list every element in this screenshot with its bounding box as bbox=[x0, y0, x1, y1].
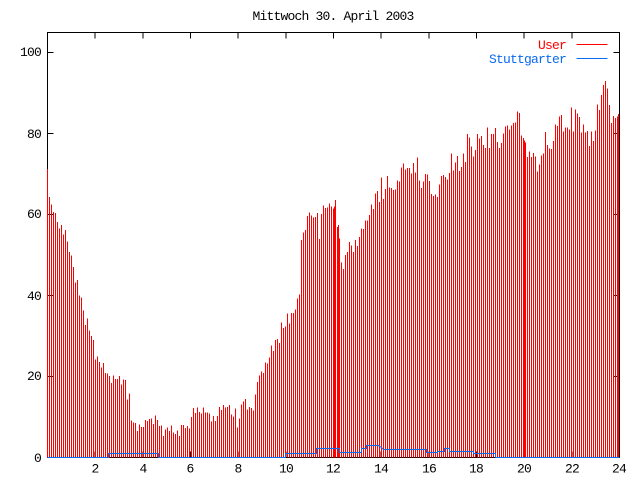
svg-text:100: 100 bbox=[20, 45, 41, 60]
svg-text:14: 14 bbox=[374, 462, 389, 477]
svg-text:Stuttgarter: Stuttgarter bbox=[489, 52, 566, 67]
svg-text:12: 12 bbox=[326, 462, 340, 477]
svg-text:10: 10 bbox=[279, 462, 293, 477]
svg-text:20: 20 bbox=[27, 369, 41, 384]
svg-text:22: 22 bbox=[565, 462, 579, 477]
svg-text:40: 40 bbox=[27, 289, 41, 304]
svg-text:60: 60 bbox=[27, 207, 41, 222]
svg-text:4: 4 bbox=[139, 462, 147, 477]
svg-text:2: 2 bbox=[91, 462, 98, 477]
svg-text:Mittwoch 30. April 2003: Mittwoch 30. April 2003 bbox=[252, 9, 413, 24]
svg-text:16: 16 bbox=[422, 462, 436, 477]
svg-text:8: 8 bbox=[234, 462, 241, 477]
svg-text:20: 20 bbox=[517, 462, 531, 477]
svg-text:0: 0 bbox=[34, 451, 41, 466]
svg-text:18: 18 bbox=[469, 462, 483, 477]
svg-text:80: 80 bbox=[27, 127, 41, 142]
svg-text:6: 6 bbox=[186, 462, 193, 477]
svg-text:User: User bbox=[538, 38, 566, 53]
svg-text:24: 24 bbox=[612, 462, 627, 477]
